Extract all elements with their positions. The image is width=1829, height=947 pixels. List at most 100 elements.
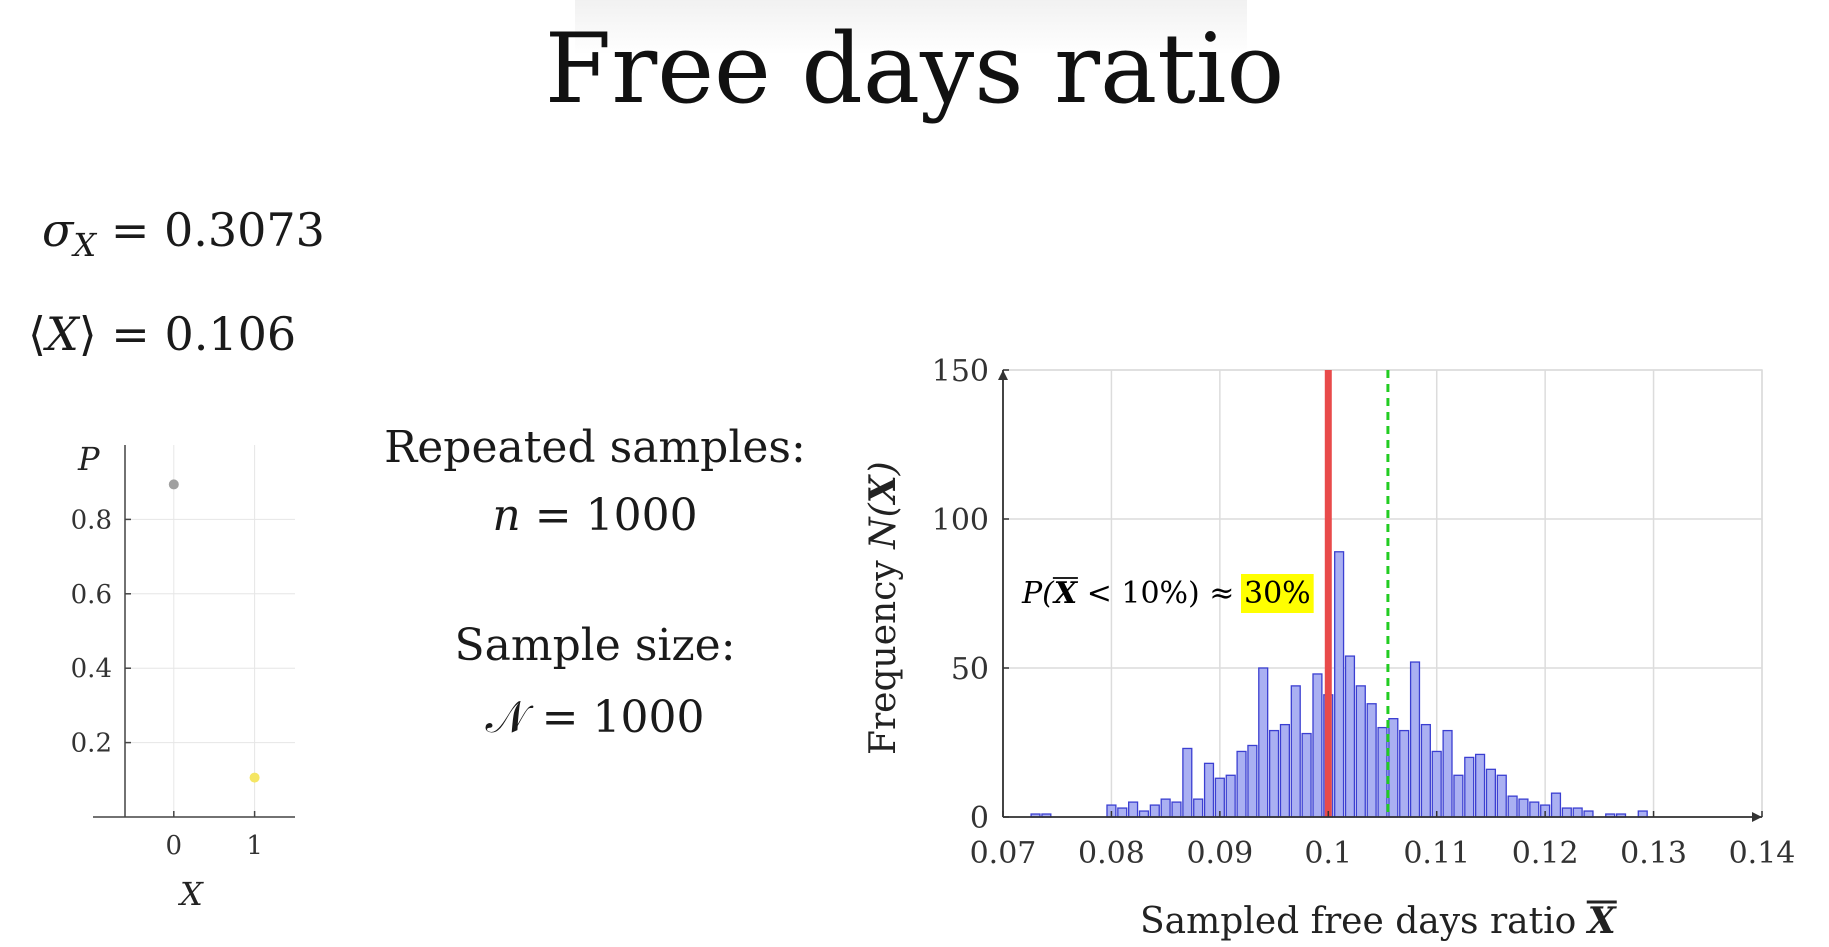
histogram-bar [1431, 750, 1442, 818]
sample-size-label: Sample size: [454, 620, 736, 671]
histogram-bar [1128, 801, 1139, 818]
mean-close-bracket: ⟩ [78, 307, 97, 361]
histogram-bar [1485, 768, 1497, 818]
histogram-bar [1388, 718, 1399, 818]
distribution-grid [125, 445, 295, 817]
histogram-bar [1442, 729, 1453, 818]
histogram-bar [1496, 774, 1507, 818]
histogram-x-label-words: Sampled free days ratio [1140, 901, 1576, 942]
annotation-highlight-value: 30% [1244, 576, 1311, 611]
histogram-bar [1420, 723, 1431, 818]
title-backdrop [575, 0, 1247, 55]
distribution-point [168, 479, 179, 490]
histogram-bar [1529, 801, 1540, 818]
histogram-bar [1399, 729, 1410, 818]
histogram-bar [1279, 723, 1291, 818]
histogram-bar [1377, 726, 1388, 818]
distribution-y-tick-label: 0.2 [71, 729, 112, 759]
histogram-axes [998, 369, 1763, 822]
n-equation: n = 1000 [360, 488, 830, 544]
histogram-bar [1550, 792, 1562, 818]
probability-annotation: P(X < 10%) ≈ 30% [1021, 574, 1314, 613]
histogram-bar [1268, 729, 1280, 818]
mean-variable: X [45, 307, 79, 361]
histogram-bar [1507, 795, 1518, 818]
mean-value: = 0.106 [111, 307, 297, 361]
histogram-bar [1572, 807, 1583, 818]
histogram-y-label-close: ) [863, 461, 904, 476]
histogram-bar [1344, 655, 1356, 818]
histogram-bar [1149, 804, 1160, 818]
histogram-x-label: Sampled free days ratio X [1140, 900, 1618, 942]
distribution-point [249, 772, 260, 783]
histogram-x-arrow [1752, 812, 1762, 822]
histogram-bar [1203, 762, 1215, 818]
annotation-middle: < 10%) ≈ [1077, 576, 1244, 611]
annotation-prefix: P( [1021, 576, 1055, 611]
histogram-bar [1236, 750, 1247, 818]
histogram-x-tick-label: 0.11 [1403, 836, 1470, 871]
histogram-bar [1171, 801, 1182, 818]
histogram-y-label-words: Frequency [863, 560, 904, 755]
mean-open-bracket: ⟨ [28, 307, 46, 361]
distribution-ticks: 0.2 0.4 0.6 0.8 0 1 [71, 505, 263, 861]
annotation-text: P(X < 10%) ≈ 30% [1021, 576, 1311, 611]
histogram-y-label-text: Frequency N(X) [862, 461, 904, 755]
N-equation: 𝒩 = 1000 [360, 690, 830, 746]
histogram-bar [1182, 747, 1193, 818]
histogram-x-tick-label: 0.09 [1186, 836, 1253, 871]
annotation-variable: X [1052, 576, 1079, 611]
histogram-bar [1561, 807, 1572, 818]
histogram-bar [1225, 774, 1236, 818]
histogram-x-label-variable: X [1586, 900, 1618, 942]
histogram-bar [1464, 756, 1475, 818]
histogram-y-tick-label: 0 [970, 801, 989, 836]
histogram-bar [1366, 703, 1377, 818]
mean-stat: ⟨X⟩ = 0.106 [28, 306, 296, 362]
histogram-bar [1193, 798, 1204, 818]
histogram-bar [1290, 685, 1301, 818]
histogram-y-tick-label: 150 [932, 354, 989, 389]
histogram-bar [1453, 774, 1464, 818]
distribution-x-tick-label: 1 [246, 831, 263, 861]
histogram-y-label-variable: X [862, 473, 904, 505]
distribution-y-tick-label: 0.4 [71, 654, 112, 684]
sigma-symbol: σ [42, 203, 74, 257]
distribution-x-tick-label: 0 [166, 831, 183, 861]
histogram-bar [1258, 667, 1269, 818]
histogram-y-arrow [998, 370, 1008, 380]
histogram-bar [1474, 753, 1486, 818]
histogram-y-label: Frequency N(X) [862, 461, 904, 755]
repeated-samples-label: Repeated samples: [384, 422, 806, 473]
histogram-bar [1312, 673, 1323, 818]
histogram-y-tick-label: 100 [932, 503, 989, 538]
histogram-bar [1160, 798, 1171, 818]
sigma-stat: σX = 0.3073 [42, 202, 325, 273]
distribution-x-label: X [177, 875, 204, 913]
sigma-subscript: X [73, 226, 97, 264]
histogram-bar [1301, 732, 1312, 818]
histogram-x-label-text: Sampled free days ratio X [1140, 900, 1618, 942]
histogram-bar [1247, 744, 1258, 818]
N-value: = 1000 [541, 692, 705, 743]
histogram-reference-lines [1324, 370, 1390, 817]
n-variable: n [492, 490, 521, 541]
histogram-bar [1117, 807, 1128, 818]
distribution-axes [93, 445, 295, 818]
page-title: Free days ratio [544, 13, 1285, 125]
histogram-x-tick-label: 0.07 [970, 836, 1037, 871]
sigma-value: = 0.3073 [110, 203, 325, 257]
distribution-y-tick-label: 0.6 [71, 580, 112, 610]
histogram-bar [1518, 798, 1529, 818]
histogram-bar [1334, 551, 1345, 818]
histogram-bar [1355, 685, 1366, 818]
distribution-points [168, 479, 260, 783]
histogram-bar [1409, 661, 1421, 818]
histogram-x-tick-label: 0.12 [1512, 836, 1579, 871]
distribution-y-tick-label: 0.8 [71, 505, 112, 535]
histogram-x-tick-label: 0.13 [1620, 836, 1687, 871]
n-value: = 1000 [534, 490, 698, 541]
histogram-ticks: 0.07 0.08 0.09 0.1 0.11 0.12 0.13 0.14 0 50 100 150 [932, 354, 1796, 871]
